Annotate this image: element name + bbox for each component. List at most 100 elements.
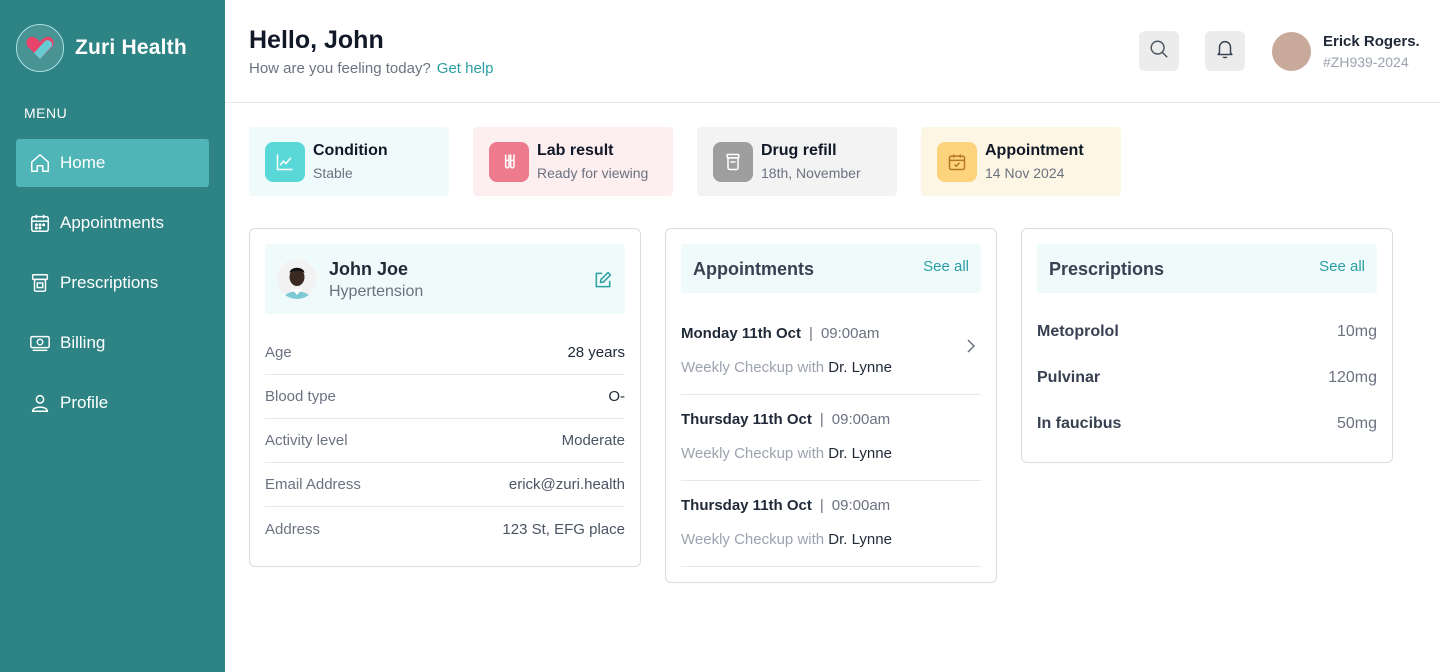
prescription-item[interactable]: Pulvinar 120mg bbox=[1037, 366, 1377, 390]
user-name[interactable]: Erick Rogers. bbox=[1323, 33, 1420, 50]
patient-avatar bbox=[277, 259, 317, 299]
info-value: 28 years bbox=[567, 344, 625, 361]
info-row-address: Address 123 St, EFG place bbox=[265, 507, 625, 551]
info-row-blood-type: Blood type O- bbox=[265, 375, 625, 419]
appointment-type: Weekly Checkup with bbox=[681, 445, 825, 462]
patient-condition: Hypertension bbox=[329, 283, 424, 300]
info-value: 123 St, EFG place bbox=[502, 520, 625, 538]
info-row-email: Email Address erick@zuri.health bbox=[265, 463, 625, 507]
prescription-item[interactable]: In faucibus 50mg bbox=[1037, 412, 1377, 436]
page-title: Hello, John bbox=[249, 26, 384, 54]
prescription-name: In faucibus bbox=[1037, 415, 1122, 432]
stat-card-drug-refill[interactable]: Drug refill 18th, November bbox=[697, 127, 897, 196]
stat-title: Appointment bbox=[985, 142, 1084, 159]
appointment-day: Thursday 11th Oct bbox=[681, 497, 812, 514]
appointment-date: Thursday 11th Oct | 09:00am bbox=[681, 497, 890, 514]
appointments-header: Appointments See all bbox=[681, 244, 981, 293]
info-label: Address bbox=[265, 520, 321, 538]
sidebar-item-appointments[interactable]: Appointments bbox=[16, 199, 209, 247]
patient-name: John Joe bbox=[329, 259, 409, 279]
sidebar-item-label: Profile bbox=[60, 393, 109, 412]
appointment-item[interactable]: Thursday 11th Oct | 09:00am Weekly Checkup… bbox=[681, 395, 981, 481]
info-label: Email Address bbox=[265, 476, 361, 493]
sidebar-item-label: Billing bbox=[60, 333, 106, 352]
brand[interactable]: Zuri Health bbox=[16, 24, 187, 72]
info-label: Activity level bbox=[265, 432, 348, 449]
sidebar-item-label: Prescriptions bbox=[60, 273, 159, 292]
appointment-item[interactable]: Thursday 11th Oct | 09:00am Weekly Checkup… bbox=[681, 481, 981, 567]
chevron-right-icon[interactable] bbox=[965, 339, 977, 353]
info-label: Blood type bbox=[265, 388, 336, 405]
test-tube-icon bbox=[489, 141, 529, 182]
see-all-prescriptions-link[interactable]: See all bbox=[1319, 258, 1365, 275]
prescription-name: Pulvinar bbox=[1037, 369, 1101, 386]
prescription-dose: 50mg bbox=[1336, 415, 1377, 432]
pill-bottle-icon bbox=[28, 271, 52, 295]
appointment-date: Monday 11th Oct | 09:00am bbox=[681, 325, 879, 342]
calendar-icon bbox=[28, 211, 52, 235]
page-subtitle: How are you feeling today? Get help bbox=[249, 60, 494, 77]
appointment-time: 09:00am bbox=[820, 325, 880, 342]
pill-bottle-icon bbox=[713, 141, 753, 182]
stat-subtitle: Stable bbox=[313, 165, 353, 181]
prescription-name: Metoprolol bbox=[1037, 323, 1119, 340]
stat-card-condition[interactable]: Condition Stable bbox=[249, 127, 449, 196]
search-button[interactable] bbox=[1139, 31, 1179, 71]
sidebar-item-home[interactable]: Home bbox=[16, 139, 209, 187]
info-value: Moderate bbox=[561, 432, 625, 449]
stat-subtitle: Ready for viewing bbox=[537, 165, 649, 181]
section-title: Prescriptions bbox=[1049, 259, 1165, 279]
sidebar: Zuri Health MENU Home Appointments Presc… bbox=[0, 0, 225, 672]
sidebar-item-label: Home bbox=[60, 153, 106, 172]
info-value: erick@zuri.health bbox=[508, 476, 625, 493]
prescription-dose: 10mg bbox=[1336, 323, 1377, 340]
appointment-desc: Weekly Checkup with Dr. Lynne bbox=[681, 445, 892, 462]
separator: | bbox=[819, 497, 824, 514]
appointment-day: Monday 11th Oct bbox=[681, 325, 802, 342]
appointment-doctor: Dr. Lynne bbox=[828, 445, 892, 462]
prescriptions-card: Prescriptions See all Metoprolol 10mg Pu… bbox=[1021, 228, 1393, 463]
appointment-time: 09:00am bbox=[831, 497, 891, 514]
see-all-appointments-link[interactable]: See all bbox=[923, 258, 969, 275]
heart-logo-icon bbox=[16, 24, 64, 72]
appointment-type: Weekly Checkup with bbox=[681, 359, 825, 376]
stat-title: Condition bbox=[313, 142, 388, 159]
appointment-doctor: Dr. Lynne bbox=[828, 359, 892, 376]
home-icon bbox=[28, 151, 52, 175]
notifications-button[interactable] bbox=[1205, 31, 1245, 71]
prescription-item[interactable]: Metoprolol 10mg bbox=[1037, 320, 1377, 344]
appointment-type: Weekly Checkup with bbox=[681, 531, 825, 548]
sidebar-item-prescriptions[interactable]: Prescriptions bbox=[16, 259, 209, 307]
calendar-check-icon bbox=[937, 141, 977, 182]
stat-card-appointment[interactable]: Appointment 14 Nov 2024 bbox=[921, 127, 1121, 196]
appointment-time: 09:00am bbox=[831, 411, 891, 428]
patient-header: John Joe Hypertension bbox=[265, 244, 625, 314]
prescription-dose: 120mg bbox=[1328, 369, 1377, 386]
chart-icon bbox=[265, 141, 305, 182]
header: Hello, John How are you feeling today? Ge… bbox=[225, 0, 1440, 103]
sidebar-item-billing[interactable]: Billing bbox=[16, 319, 209, 367]
menu-label: MENU bbox=[24, 105, 68, 121]
sidebar-item-label: Appointments bbox=[60, 213, 164, 232]
prescriptions-header: Prescriptions See all bbox=[1037, 244, 1377, 293]
bell-icon bbox=[1214, 38, 1236, 65]
edit-icon[interactable] bbox=[593, 270, 613, 290]
appointment-day: Thursday 11th Oct bbox=[681, 411, 812, 428]
separator: | bbox=[819, 411, 824, 428]
subtitle-text: How are you feeling today? bbox=[249, 60, 431, 77]
brand-name: Zuri Health bbox=[75, 36, 187, 59]
appointment-item[interactable]: Monday 11th Oct | 09:00am Weekly Checkup w… bbox=[681, 309, 981, 395]
sidebar-item-profile[interactable]: Profile bbox=[16, 379, 209, 427]
info-label: Age bbox=[265, 344, 292, 361]
stat-title: Lab result bbox=[537, 142, 614, 159]
appointment-doctor: Dr. Lynne bbox=[828, 531, 892, 548]
get-help-link[interactable]: Get help bbox=[436, 60, 494, 77]
stat-subtitle: 18th, November bbox=[761, 165, 861, 181]
section-title: Appointments bbox=[693, 259, 814, 279]
appointment-date: Thursday 11th Oct | 09:00am bbox=[681, 411, 890, 428]
info-value: O- bbox=[608, 388, 625, 405]
user-avatar[interactable] bbox=[1272, 32, 1311, 71]
stat-card-lab-result[interactable]: Lab result Ready for viewing bbox=[473, 127, 673, 196]
appointments-card: Appointments See all Monday 11th Oct | 09:… bbox=[665, 228, 997, 583]
user-id: #ZH939-2024 bbox=[1323, 54, 1409, 70]
